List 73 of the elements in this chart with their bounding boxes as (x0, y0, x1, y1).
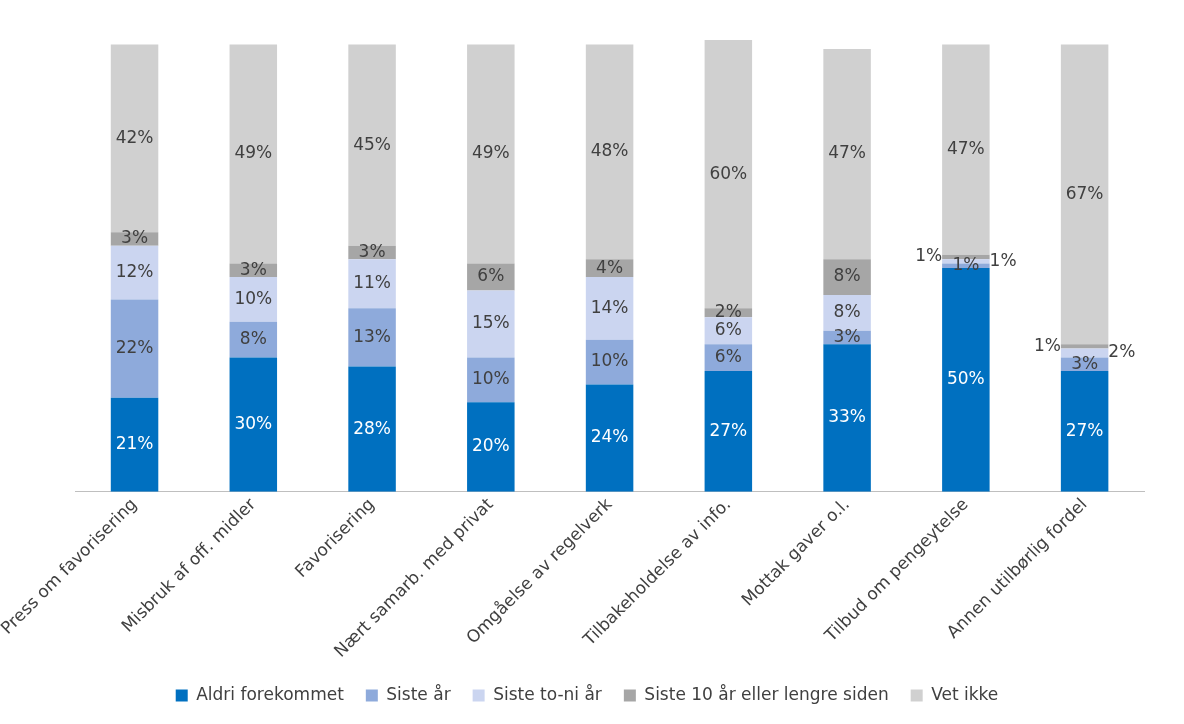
bar (348, 259, 396, 309)
data-label: 48% (590, 140, 629, 161)
data-label: 6% (714, 345, 742, 366)
data-label: 6% (477, 265, 505, 286)
legend-label: Siste 10 år eller lengre siden (644, 683, 889, 704)
data-label: 2% (1108, 341, 1136, 362)
data-label: 49% (471, 142, 510, 163)
data-label: 27% (709, 419, 748, 440)
bar (585, 44, 634, 260)
data-label: 10% (590, 350, 629, 371)
data-label: 1% (915, 245, 943, 266)
data-label: 42% (115, 126, 154, 147)
data-label: 1% (989, 249, 1017, 270)
bar (1060, 348, 1109, 358)
data-label: 8% (833, 301, 861, 322)
bar (348, 44, 396, 246)
data-label: 60% (709, 162, 748, 183)
bar (823, 48, 871, 260)
bar (348, 308, 396, 367)
data-label: 3% (239, 258, 267, 279)
data-label: 1% (1033, 334, 1061, 355)
bar (823, 344, 871, 492)
data-label: 45% (353, 133, 391, 154)
data-label: 4% (596, 256, 624, 277)
data-label: 8% (239, 328, 267, 349)
data-label: 28% (353, 417, 391, 438)
bar (348, 366, 396, 492)
bar (229, 357, 278, 492)
legend-label: Vet ikke (931, 683, 999, 704)
data-label: 30% (234, 413, 273, 434)
bar (229, 44, 278, 264)
data-label: 10% (234, 287, 273, 308)
data-label: 13% (353, 325, 391, 346)
bar (942, 268, 990, 492)
legend-label: Siste år (386, 683, 451, 704)
bar (467, 44, 515, 264)
bar (942, 44, 990, 255)
bar (823, 259, 871, 295)
bar (1060, 44, 1109, 345)
bar (704, 370, 753, 492)
data-label: 3% (1071, 352, 1099, 373)
data-label: 3% (358, 240, 386, 261)
data-label: 24% (590, 426, 629, 447)
data-label: 21% (115, 433, 154, 454)
data-label: 33% (828, 406, 866, 427)
data-label: 15% (471, 312, 510, 333)
bar (585, 384, 634, 492)
data-label: 49% (234, 142, 273, 163)
data-label: 3% (121, 227, 149, 248)
bar (110, 397, 159, 492)
data-label: 22% (115, 337, 154, 358)
data-label: 11% (353, 272, 391, 293)
data-label: 47% (828, 142, 866, 163)
data-label: 50% (946, 368, 985, 389)
data-label: 8% (833, 265, 861, 286)
data-label: 14% (590, 296, 629, 317)
data-label: 2% (714, 301, 742, 322)
data-label: 67% (1065, 182, 1104, 203)
data-label: 6% (714, 319, 742, 340)
data-label: 3% (833, 325, 861, 346)
bar (467, 290, 515, 358)
bar (467, 402, 515, 492)
bar (1060, 344, 1109, 349)
data-label: 10% (471, 368, 510, 389)
data-label: 47% (946, 138, 985, 158)
legend-label: Aldri forekommet (196, 683, 345, 704)
bar (1060, 370, 1109, 492)
bar (110, 299, 159, 398)
bar (585, 277, 634, 340)
data-label: 20% (471, 435, 510, 456)
data-label: 12% (115, 260, 154, 281)
legend-label: Siste to-ni år (493, 683, 602, 704)
data-label: 27% (1065, 419, 1104, 440)
